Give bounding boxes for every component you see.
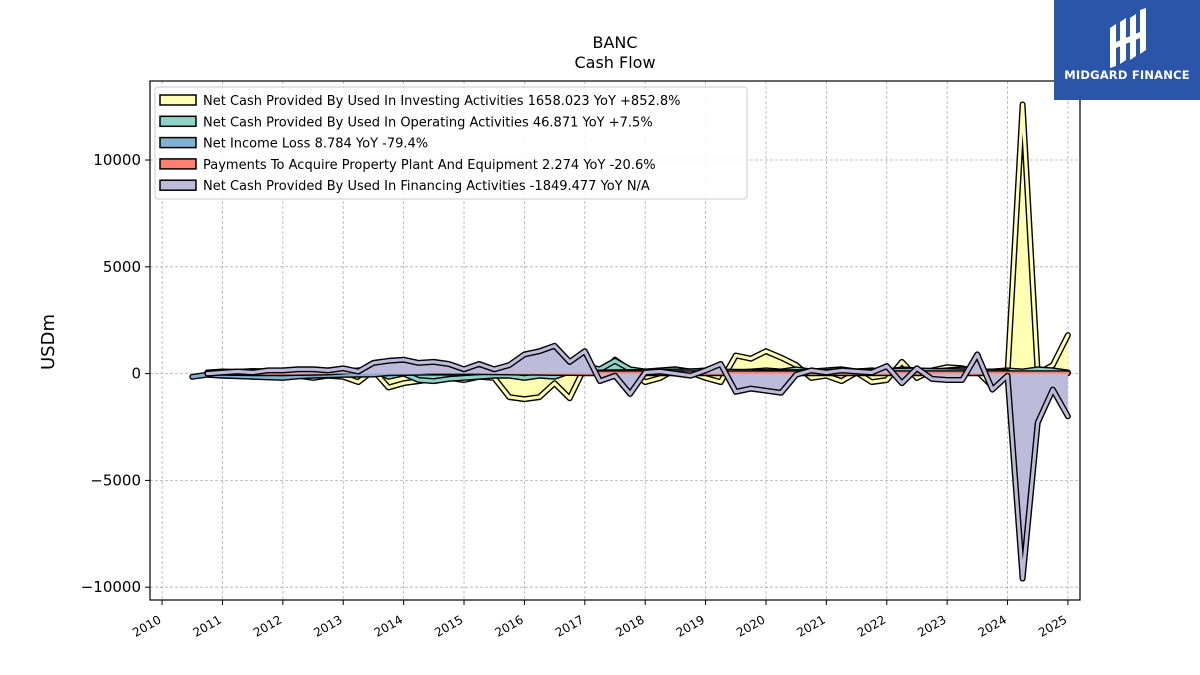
x-axis: 2010 2011 2012 2013 2014 2015 2016 2017 2018 2019… (130, 600, 1069, 640)
y-tick-label: 0 (131, 365, 141, 383)
legend-swatch (159, 94, 197, 106)
x-tick-label: 2012 (251, 612, 284, 639)
x-tick-label: 2021 (794, 612, 827, 639)
y-tick-label: 10000 (93, 151, 141, 169)
x-tick-label: 2011 (191, 612, 224, 639)
y-axis-label: USDm (38, 314, 59, 370)
x-tick-label: 2017 (553, 612, 586, 639)
x-tick-label: 2013 (311, 612, 344, 639)
x-tick-label: 2016 (492, 612, 525, 639)
midgard-finance-logo: MIDGARD FINANCE (1054, 0, 1200, 100)
legend-box (154, 86, 748, 200)
x-tick-label: 2014 (372, 612, 405, 639)
legend-label: Payments To Acquire Property Plant And E… (203, 158, 656, 173)
legend-label: Net Cash Provided By Used In Operating A… (203, 115, 653, 130)
x-tick-label: 2018 (613, 612, 646, 639)
midgard-logo-icon (1110, 8, 1146, 68)
y-axis: −10000 −5000 0 5000 10000 (81, 151, 150, 596)
y-tick-label: −5000 (90, 471, 141, 489)
chart-title: BANC (592, 33, 637, 52)
series-line-4 (205, 344, 1070, 581)
plot-area (189, 101, 1071, 582)
legend: Net Cash Provided By Used In Investing A… (154, 86, 748, 200)
legend-label: Net Cash Provided By Used In Financing A… (203, 179, 650, 194)
y-tick-label: 5000 (103, 258, 141, 276)
x-tick-label: 2019 (674, 612, 707, 639)
legend-swatch (159, 179, 197, 191)
legend-label: Net Cash Provided By Used In Investing A… (203, 94, 681, 109)
x-tick-label: 2023 (915, 612, 948, 639)
legend-swatch (159, 115, 197, 128)
legend-label: Net Income Loss 8.784 YoY -79.4% (203, 137, 428, 152)
legend-swatch (159, 158, 197, 170)
x-tick-label: 2010 (130, 612, 163, 639)
x-tick-label: 2022 (855, 612, 888, 639)
chart-subtitle: Cash Flow (574, 53, 655, 72)
plot-frame (149, 80, 1081, 601)
x-tick-label: 2015 (432, 612, 465, 639)
x-tick-label: 2025 (1036, 612, 1069, 639)
x-tick-label: 2024 (976, 612, 1009, 639)
y-tick-label: −10000 (81, 578, 141, 596)
x-tick-label: 2020 (734, 612, 767, 639)
legend-swatch (159, 136, 197, 149)
logo-text: MIDGARD FINANCE (1064, 68, 1190, 82)
